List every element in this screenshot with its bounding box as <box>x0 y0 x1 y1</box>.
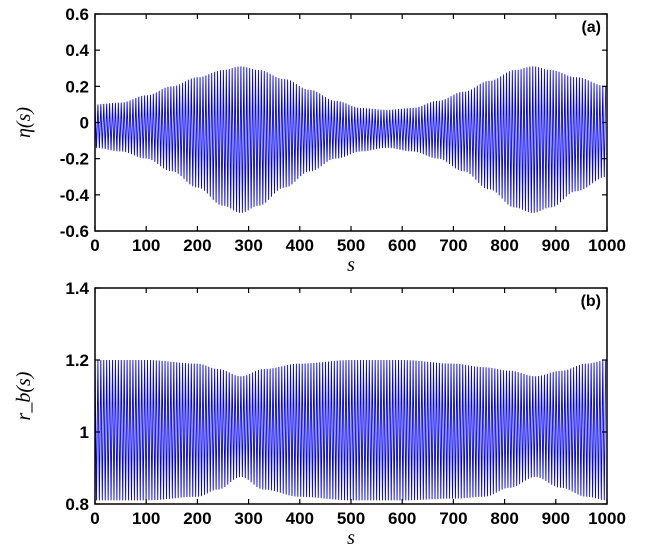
panel-b-x-tick-label: 900 <box>542 509 570 528</box>
panel-a-plot-area <box>94 66 607 213</box>
panel-a-y-tick-label: 0 <box>80 114 89 133</box>
panel-b-x-tick-label: 1000 <box>588 509 626 528</box>
panel-a-y-tick-label: -0.6 <box>60 222 89 241</box>
panel-a-y-tick-label: 0.2 <box>65 77 89 96</box>
panel-a-ticks: 0 100 200 300 400 500 600 700 800 900 1000 -0.6 -0.4… <box>60 5 626 255</box>
panel-a-x-tick-label: 500 <box>337 236 365 255</box>
panel-a-y-tick-label: -0.2 <box>60 150 89 169</box>
panel-b-y-tick-label: 0.8 <box>65 495 89 514</box>
panel-a-y-tick-label: 0.6 <box>65 5 89 24</box>
panel-a-x-tick-label: 400 <box>286 236 314 255</box>
panel-a-y-axis-label: η(s) <box>13 107 35 138</box>
panel-a: 0 100 200 300 400 500 600 700 800 900 1000 -0.6 -0.4… <box>13 5 626 276</box>
panel-b-x-tick-label: 0 <box>90 509 99 528</box>
panel-b-x-tick-label: 400 <box>286 509 314 528</box>
panel-b-y-tick-label: 1.2 <box>65 351 89 370</box>
panel-b-ticks: 0 100 200 300 400 500 600 700 800 900 1000 0.8 1 1.2 1… <box>65 279 626 528</box>
panel-b-y-axis-label: r_b(s) <box>13 371 35 420</box>
panel-b-x-axis-label: s <box>347 527 355 549</box>
panel-a-label: (a) <box>581 19 601 36</box>
panel-b-y-tick-label: 1.4 <box>65 279 89 298</box>
panel-b-series-0-line <box>94 359 607 501</box>
panel-b-label: (b) <box>581 293 601 310</box>
panel-b-y-tick-label: 1 <box>80 423 89 442</box>
panel-b-x-tick-label: 800 <box>490 509 518 528</box>
panel-b-x-tick-label: 200 <box>183 509 211 528</box>
panel-a-x-tick-label: 800 <box>490 236 518 255</box>
panel-b-x-tick-label: 700 <box>439 509 467 528</box>
panel-a-y-tick-label: -0.4 <box>60 186 90 205</box>
panel-b-x-tick-label: 500 <box>337 509 365 528</box>
panel-a-x-tick-label: 0 <box>90 236 99 255</box>
panel-a-x-tick-label: 200 <box>183 236 211 255</box>
panel-b-x-tick-label: 100 <box>132 509 160 528</box>
panel-b-x-tick-label: 300 <box>234 509 262 528</box>
panel-a-series-0-line <box>94 66 607 213</box>
panel-a-x-tick-label: 900 <box>542 236 570 255</box>
panel-a-x-tick-label: 1000 <box>588 236 626 255</box>
panel-a-x-axis-label: s <box>347 254 355 276</box>
panel-a-x-tick-label: 700 <box>439 236 467 255</box>
panel-b-x-tick-label: 600 <box>388 509 416 528</box>
panel-a-x-tick-label: 100 <box>132 236 160 255</box>
panel-a-x-tick-label: 600 <box>388 236 416 255</box>
panel-a-y-tick-label: 0.4 <box>65 41 89 60</box>
panel-b-plot-area <box>94 359 607 501</box>
panel-a-x-tick-label: 300 <box>234 236 262 255</box>
panel-b: 0 100 200 300 400 500 600 700 800 900 1000 0.8 1 1.2 1… <box>13 279 626 549</box>
